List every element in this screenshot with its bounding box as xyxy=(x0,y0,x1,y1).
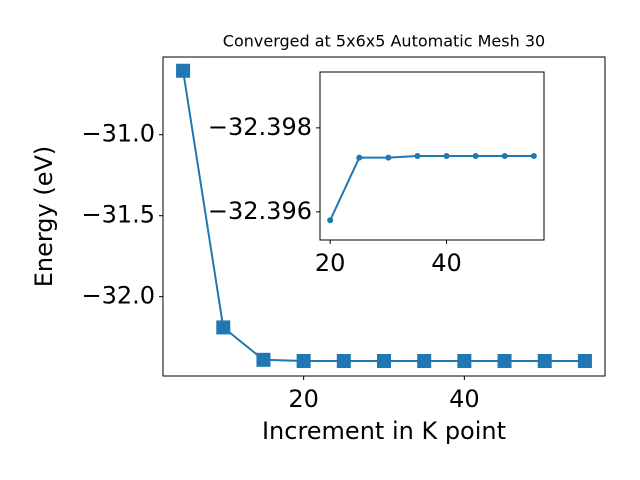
y-axis-label: Energy (eV) xyxy=(30,146,58,288)
marker xyxy=(497,353,512,368)
marker xyxy=(414,153,421,159)
y-tick-label: −32.398 xyxy=(208,113,312,141)
marker xyxy=(216,320,231,335)
marker xyxy=(385,154,392,161)
series-line xyxy=(329,155,534,221)
y-tick-label: −32.0 xyxy=(81,282,155,310)
marker xyxy=(472,153,479,159)
y-tick-label: −31.0 xyxy=(81,120,155,148)
marker xyxy=(443,153,450,159)
y-tick-label: −32.396 xyxy=(208,197,312,225)
marker xyxy=(577,353,592,368)
marker xyxy=(457,353,472,368)
marker xyxy=(256,352,271,367)
marker xyxy=(336,353,351,368)
marker xyxy=(377,353,391,368)
marker xyxy=(530,153,537,159)
marker xyxy=(537,353,552,368)
x-tick-label: 20 xyxy=(288,385,319,413)
marker xyxy=(296,353,311,368)
x-axis-label: Increment in K point xyxy=(262,417,506,445)
x-tick-label: 40 xyxy=(431,249,462,277)
y-tick-label: −31.5 xyxy=(81,201,155,229)
chart-title: Converged at 5x6x5 Automatic Mesh 30 xyxy=(223,32,545,51)
x-tick-label: 40 xyxy=(449,385,480,413)
x-tick-label: 20 xyxy=(315,249,346,277)
marker xyxy=(501,153,508,159)
marker xyxy=(356,154,363,161)
marker xyxy=(417,353,432,368)
marker xyxy=(176,63,191,78)
marker xyxy=(327,217,334,224)
